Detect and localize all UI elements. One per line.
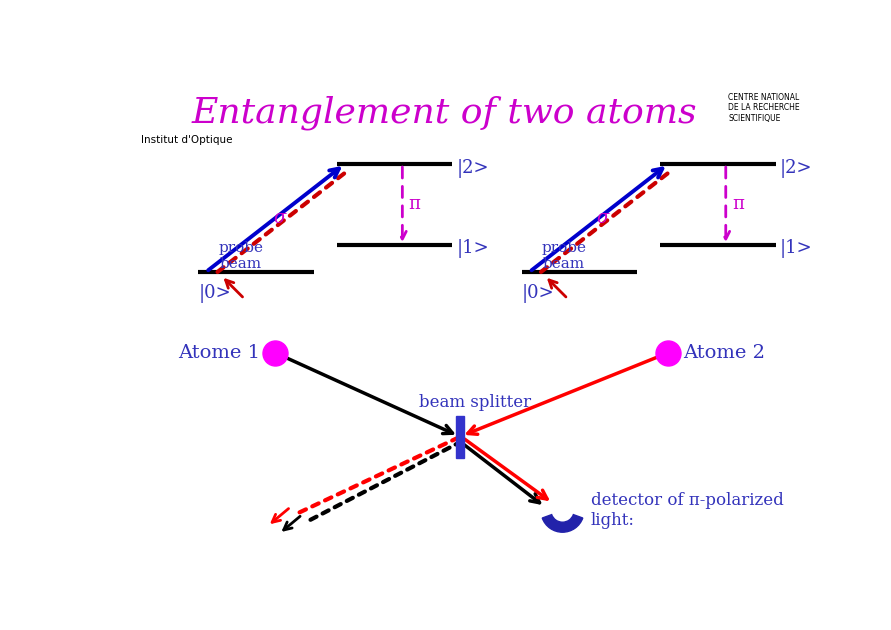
Text: π: π [732,195,744,213]
Text: CENTRE NATIONAL
DE LA RECHERCHE
SCIENTIFIQUE: CENTRE NATIONAL DE LA RECHERCHE SCIENTIF… [728,93,800,123]
Wedge shape [543,515,583,532]
Text: probe
beam: probe beam [542,241,586,272]
Text: π: π [408,195,421,213]
Text: |0>: |0> [522,284,554,303]
Text: Entanglement of two atoms: Entanglement of two atoms [192,95,698,130]
Text: |2>: |2> [456,159,489,178]
Text: beam splitter: beam splitter [420,394,532,411]
Text: Atome 1: Atome 1 [178,344,260,362]
Text: detector of π-polarized
light:: detector of π-polarized light: [591,493,784,529]
Text: Institut d'Optique: Institut d'Optique [141,135,233,144]
Text: |0>: |0> [199,284,231,303]
Text: |2>: |2> [780,159,813,178]
Text: |1>: |1> [780,239,813,258]
Text: σ: σ [596,209,609,227]
Text: |1>: |1> [456,239,489,258]
Bar [456,416,464,458]
Text: probe
beam: probe beam [218,241,263,272]
Text: Atome 2: Atome 2 [683,344,765,362]
Text: σ: σ [273,209,285,227]
